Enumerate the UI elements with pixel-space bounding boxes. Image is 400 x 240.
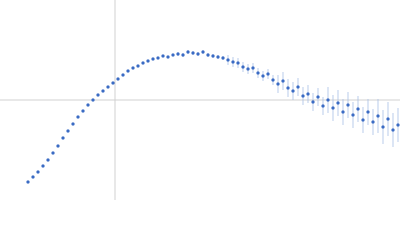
point <box>361 118 365 122</box>
point <box>241 65 245 69</box>
point <box>111 81 115 85</box>
point <box>251 66 255 70</box>
point <box>151 57 155 61</box>
point <box>56 144 60 148</box>
point <box>201 50 205 54</box>
point <box>161 54 165 58</box>
point <box>91 98 95 102</box>
point <box>296 85 300 89</box>
point <box>186 50 190 54</box>
page: {"chart_data": {"type": "scatter", "colo… <box>0 0 400 200</box>
point <box>261 74 265 78</box>
point <box>86 103 90 107</box>
point <box>211 54 215 58</box>
point <box>31 175 35 179</box>
point <box>96 93 100 97</box>
point <box>181 53 185 57</box>
point <box>386 117 390 121</box>
point <box>326 98 330 102</box>
point <box>336 101 340 105</box>
point <box>276 82 280 86</box>
point <box>66 129 70 133</box>
point <box>221 56 225 60</box>
point <box>36 170 40 174</box>
point <box>376 114 380 118</box>
point <box>291 89 295 93</box>
point <box>316 95 320 99</box>
point <box>196 52 200 56</box>
point <box>391 128 395 132</box>
point <box>396 123 400 127</box>
point <box>41 164 45 168</box>
point <box>61 136 65 140</box>
point <box>71 122 75 126</box>
point <box>271 78 275 82</box>
point <box>226 58 230 62</box>
point <box>156 56 160 60</box>
point <box>46 158 50 162</box>
point <box>286 86 290 90</box>
point <box>206 53 210 57</box>
point <box>26 180 30 184</box>
point <box>106 85 110 89</box>
point <box>356 107 360 111</box>
chart <box>0 0 400 200</box>
point <box>351 113 355 117</box>
point <box>126 69 130 73</box>
point <box>146 59 150 63</box>
point <box>136 64 140 68</box>
point <box>371 120 375 124</box>
point <box>131 66 135 70</box>
point <box>381 125 385 129</box>
point <box>101 89 105 93</box>
point <box>266 72 270 76</box>
point <box>176 52 180 56</box>
point <box>301 94 305 98</box>
point <box>311 100 315 104</box>
point <box>366 110 370 114</box>
point <box>231 60 235 64</box>
point <box>81 109 85 113</box>
point <box>76 115 80 119</box>
point <box>191 51 195 55</box>
point <box>341 110 345 114</box>
point <box>141 61 145 65</box>
point <box>121 73 125 77</box>
point <box>331 106 335 110</box>
point <box>166 55 170 59</box>
point <box>171 53 175 57</box>
point <box>281 79 285 83</box>
point <box>321 104 325 108</box>
point <box>51 151 55 155</box>
point <box>236 61 240 65</box>
point <box>246 67 250 71</box>
point <box>116 77 120 81</box>
point <box>216 55 220 59</box>
point <box>306 92 310 96</box>
point <box>256 71 260 75</box>
point <box>346 103 350 107</box>
